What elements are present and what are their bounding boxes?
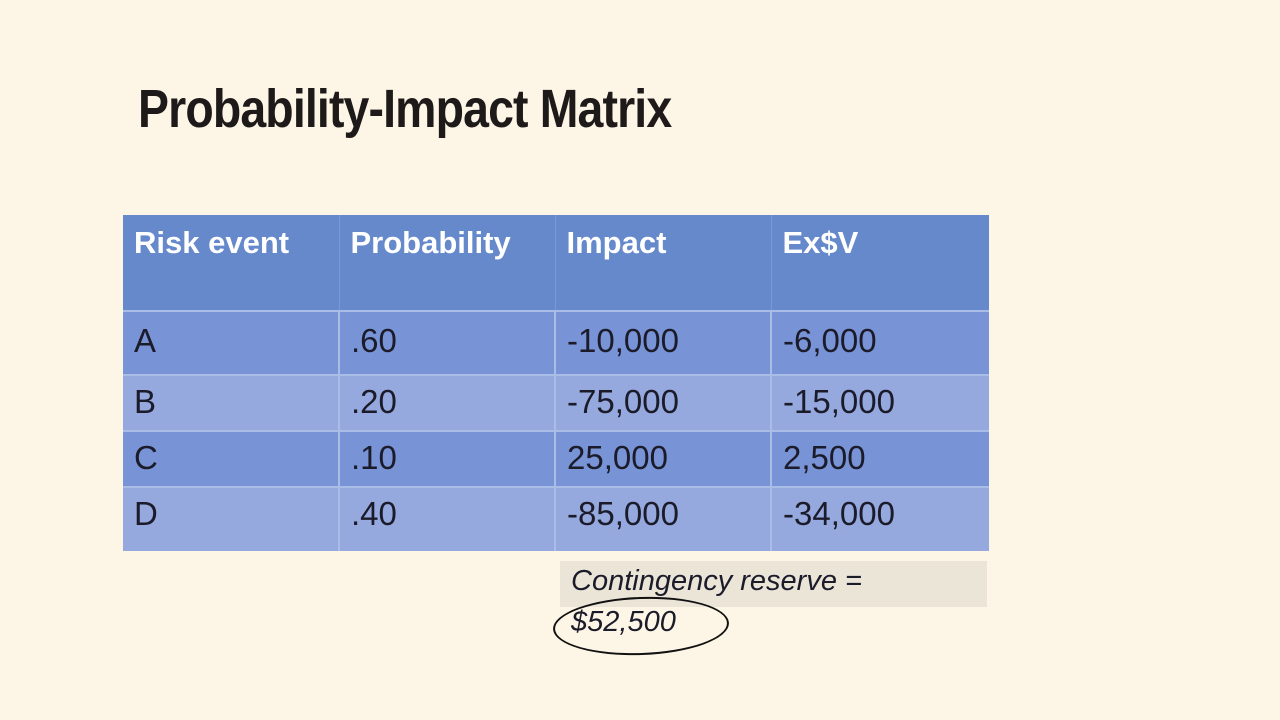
cell-expected-value: -6,000 (771, 310, 989, 375)
table-header-row: Risk event Probability Impact Ex$V (123, 215, 989, 311)
cell-expected-value: -15,000 (771, 374, 989, 431)
table-row: C .10 25,000 2,500 (123, 430, 989, 487)
header-impact: Impact (555, 215, 772, 311)
slide-title: Probability-Impact Matrix (138, 79, 672, 139)
cell-impact: -10,000 (555, 310, 772, 375)
probability-impact-table: Risk event Probability Impact Ex$V A .60… (123, 215, 989, 551)
cell-probability: .60 (339, 310, 556, 375)
cell-risk-event: D (123, 486, 340, 551)
cell-probability: .20 (339, 374, 556, 431)
contingency-reserve-box (560, 561, 987, 607)
cell-probability: .40 (339, 486, 556, 551)
cell-expected-value: -34,000 (771, 486, 989, 551)
cell-risk-event: B (123, 374, 340, 431)
table-row: B .20 -75,000 -15,000 (123, 374, 989, 431)
cell-risk-event: C (123, 430, 340, 487)
table-row: D .40 -85,000 -34,000 (123, 486, 989, 551)
header-probability: Probability (339, 215, 556, 311)
cell-impact: 25,000 (555, 430, 772, 487)
table-row: A .60 -10,000 -6,000 (123, 310, 989, 375)
contingency-reserve-label: Contingency reserve = (571, 565, 862, 597)
header-expected-value: Ex$V (771, 215, 989, 311)
contingency-reserve-amount: $52,500 (571, 606, 676, 638)
cell-risk-event: A (123, 310, 340, 375)
header-risk-event: Risk event (123, 215, 340, 311)
cell-impact: -75,000 (555, 374, 772, 431)
cell-probability: .10 (339, 430, 556, 487)
cell-impact: -85,000 (555, 486, 772, 551)
cell-expected-value: 2,500 (771, 430, 989, 487)
